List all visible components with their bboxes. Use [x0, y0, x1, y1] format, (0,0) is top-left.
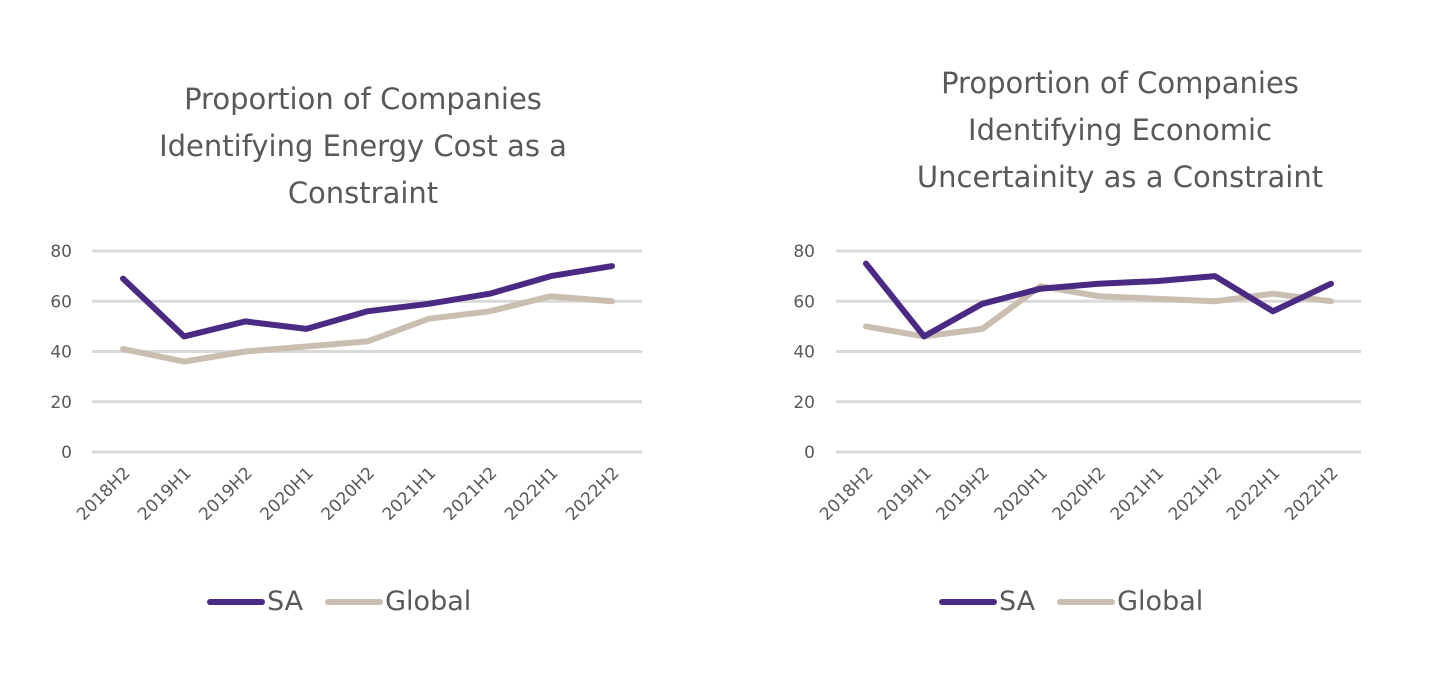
legend-swatch-global: [1057, 598, 1116, 605]
x-tick-label: 2019H2: [932, 463, 993, 524]
legend-label-global: Global: [385, 586, 472, 617]
x-tick-label: 2020H2: [1049, 463, 1110, 524]
legend-label-sa: SA: [267, 586, 304, 617]
x-tick-label: 2022H1: [1223, 463, 1284, 524]
chart-2-title-line-3: Uncertainity as a Constraint: [916, 160, 1324, 194]
legend-item-sa: SA: [939, 586, 1035, 617]
x-tick-label: 2018H2: [816, 463, 877, 524]
y-tick-label: 20: [793, 393, 815, 413]
chart-1-title-line-2: Identifying Energy Cost as a: [159, 129, 567, 163]
x-tick-label: 2021H1: [379, 463, 440, 524]
legend-swatch-global: [325, 598, 384, 605]
y-tick-label: 20: [50, 393, 72, 413]
chart-2-title-line-1: Proportion of Companies: [941, 66, 1299, 100]
chart-1-legend: SA Global: [207, 586, 493, 617]
x-tick-label: 2022H2: [562, 463, 623, 524]
x-tick-label: 2019H2: [195, 463, 256, 524]
chart-1-title-line-3: Constraint: [287, 176, 439, 210]
series-line-sa: [863, 260, 1334, 340]
legend-label-sa: SA: [999, 586, 1036, 617]
x-tick-label: 2020H1: [256, 463, 317, 524]
x-tick-label: 2021H2: [1165, 463, 1226, 524]
chart-2-legend: SA Global: [939, 586, 1225, 617]
legend-item-global: Global: [325, 586, 471, 617]
chart-1-title: Proportion of Companies Identifying Ener…: [98, 76, 628, 217]
chart-1-title-line-1: Proportion of Companies: [184, 82, 542, 116]
x-tick-label: 2020H2: [318, 463, 379, 524]
y-tick-label: 80: [793, 242, 815, 262]
y-tick-label: 80: [50, 242, 72, 262]
y-tick-label: 0: [804, 443, 815, 463]
legend-swatch-sa: [207, 598, 265, 605]
series-line-sa: [120, 263, 615, 340]
x-tick-label: 2022H2: [1281, 463, 1342, 524]
y-tick-label: 0: [61, 443, 72, 463]
chart-2-title-line-2: Identifying Economic: [968, 113, 1272, 147]
y-tick-label: 40: [793, 343, 815, 363]
series-line-global: [120, 293, 615, 365]
y-tick-label: 60: [50, 292, 72, 312]
x-tick-label: 2020H1: [990, 463, 1051, 524]
x-tick-label: 2018H2: [73, 463, 134, 524]
legend-label-global: Global: [1117, 586, 1204, 617]
chart-economic-uncertainty: 0204060802018H22019H12019H22020H12020H22…: [793, 242, 1361, 525]
legend-item-global: Global: [1057, 586, 1203, 617]
x-tick-label: 2021H2: [440, 463, 501, 524]
x-tick-label: 2021H1: [1107, 463, 1168, 524]
x-tick-label: 2022H1: [501, 463, 562, 524]
chart-2-title: Proportion of Companies Identifying Econ…: [855, 60, 1385, 201]
x-tick-label: 2019H1: [134, 463, 195, 524]
y-tick-label: 40: [50, 343, 72, 363]
y-tick-label: 60: [793, 292, 815, 312]
legend-item-sa: SA: [207, 586, 303, 617]
legend-swatch-sa: [939, 598, 997, 605]
x-tick-label: 2019H1: [874, 463, 935, 524]
